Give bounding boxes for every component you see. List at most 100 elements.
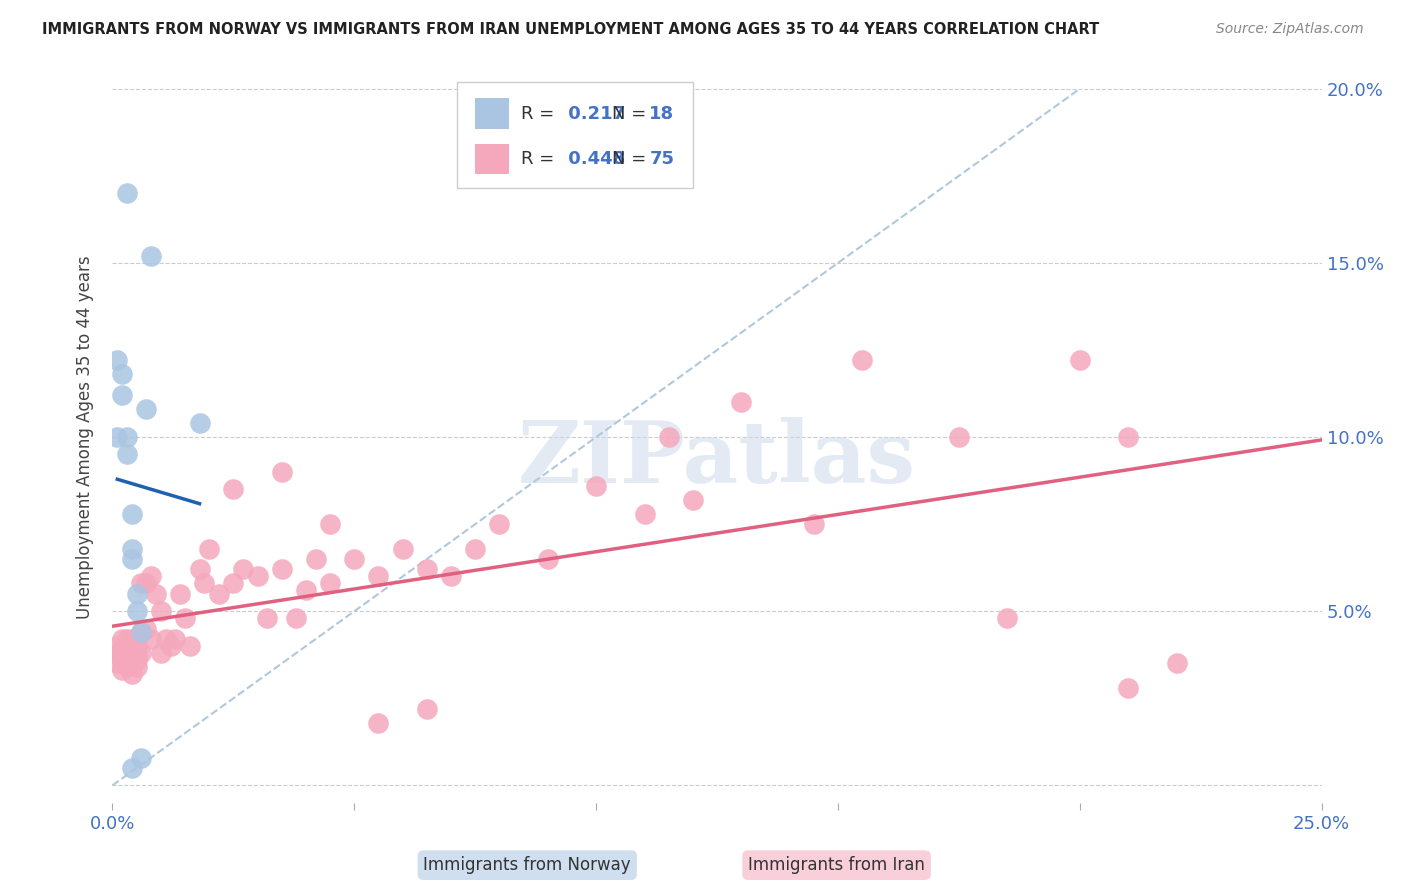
Point — [1116, 681, 1139, 695]
Point — [121, 541, 143, 556]
Point — [488, 517, 510, 532]
Point — [125, 632, 148, 646]
Point — [145, 587, 167, 601]
Point — [121, 507, 143, 521]
Point — [131, 750, 153, 764]
Point — [198, 541, 221, 556]
Point — [948, 430, 970, 444]
Point — [285, 611, 308, 625]
Point — [155, 632, 177, 646]
Point — [115, 632, 138, 646]
Point — [208, 587, 231, 601]
Text: IMMIGRANTS FROM NORWAY VS IMMIGRANTS FROM IRAN UNEMPLOYMENT AMONG AGES 35 TO 44 : IMMIGRANTS FROM NORWAY VS IMMIGRANTS FRO… — [42, 22, 1099, 37]
Point — [585, 479, 607, 493]
Point — [131, 646, 153, 660]
FancyBboxPatch shape — [475, 98, 509, 129]
Point — [730, 395, 752, 409]
Point — [121, 646, 143, 660]
Point — [1069, 353, 1091, 368]
Point — [222, 483, 245, 497]
Point — [135, 576, 157, 591]
Point — [1166, 657, 1188, 671]
Point — [391, 541, 413, 556]
Point — [111, 632, 134, 646]
Point — [188, 416, 211, 430]
Point — [440, 569, 463, 583]
Point — [995, 611, 1018, 625]
Text: R =: R = — [522, 104, 554, 122]
Text: 18: 18 — [650, 104, 675, 122]
Point — [232, 562, 254, 576]
Point — [537, 552, 560, 566]
Text: 0.217: 0.217 — [562, 104, 626, 122]
Point — [111, 653, 134, 667]
Point — [174, 611, 197, 625]
Point — [125, 604, 148, 618]
Text: Source: ZipAtlas.com: Source: ZipAtlas.com — [1216, 22, 1364, 37]
Text: Immigrants from Iran: Immigrants from Iran — [748, 856, 925, 874]
Point — [319, 576, 342, 591]
Point — [658, 430, 681, 444]
Point — [121, 761, 143, 775]
Point — [633, 507, 655, 521]
Point — [304, 552, 326, 566]
Point — [367, 715, 389, 730]
FancyBboxPatch shape — [457, 82, 693, 188]
Point — [179, 639, 201, 653]
Point — [115, 430, 138, 444]
Point — [111, 368, 134, 382]
Point — [188, 562, 211, 576]
Point — [121, 632, 143, 646]
Point — [131, 625, 153, 640]
Point — [319, 517, 342, 532]
Text: 75: 75 — [650, 150, 675, 168]
FancyBboxPatch shape — [475, 144, 509, 175]
Point — [464, 541, 486, 556]
Point — [256, 611, 278, 625]
Point — [149, 604, 172, 618]
Point — [115, 660, 138, 674]
Text: ZIPatlas: ZIPatlas — [517, 417, 917, 501]
Point — [149, 646, 172, 660]
Point — [135, 402, 157, 417]
Point — [115, 186, 138, 201]
Point — [125, 653, 148, 667]
Point — [125, 660, 148, 674]
Text: N =: N = — [612, 104, 647, 122]
Point — [270, 465, 292, 479]
Point — [131, 576, 153, 591]
Point — [416, 562, 439, 576]
Point — [115, 646, 138, 660]
Text: 0.448: 0.448 — [562, 150, 626, 168]
Point — [193, 576, 215, 591]
Point — [125, 646, 148, 660]
Point — [1116, 430, 1139, 444]
Point — [222, 576, 245, 591]
Point — [121, 667, 143, 681]
Point — [270, 562, 292, 576]
Point — [111, 664, 134, 678]
Point — [105, 353, 128, 368]
Text: N =: N = — [612, 150, 647, 168]
Point — [135, 622, 157, 636]
Point — [105, 639, 128, 653]
Point — [125, 587, 148, 601]
Point — [115, 448, 138, 462]
Point — [125, 639, 148, 653]
Text: Immigrants from Norway: Immigrants from Norway — [423, 856, 631, 874]
Point — [169, 587, 191, 601]
Point — [121, 653, 143, 667]
Point — [803, 517, 825, 532]
Point — [295, 583, 318, 598]
Point — [416, 702, 439, 716]
Y-axis label: Unemployment Among Ages 35 to 44 years: Unemployment Among Ages 35 to 44 years — [76, 255, 94, 619]
Point — [141, 569, 163, 583]
Point — [111, 646, 134, 660]
Point — [367, 569, 389, 583]
Point — [105, 657, 128, 671]
Text: R =: R = — [522, 150, 554, 168]
Point — [682, 492, 704, 507]
Point — [105, 646, 128, 660]
Point — [851, 353, 873, 368]
Point — [111, 388, 134, 402]
